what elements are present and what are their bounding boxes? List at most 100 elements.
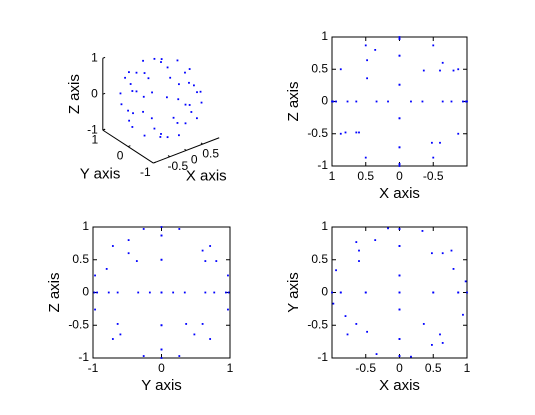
point (398, 274, 401, 277)
z-tick-label: 0 (91, 86, 98, 100)
x-tick (184, 148, 187, 151)
y-tick-label: 0 (321, 94, 328, 108)
x-tick (200, 142, 203, 145)
point (96, 291, 99, 294)
point (398, 291, 401, 294)
y-tick-label: -0.5 (307, 317, 328, 331)
point (439, 333, 441, 336)
z-tick (102, 92, 106, 95)
point (213, 291, 216, 294)
point (178, 355, 181, 357)
point (119, 92, 122, 95)
point (188, 104, 191, 106)
x-tick-label: 0 (158, 361, 165, 375)
point (457, 68, 460, 71)
point (410, 355, 412, 358)
point (94, 308, 96, 311)
point (185, 323, 188, 325)
point (160, 133, 162, 135)
point (166, 66, 169, 69)
point (358, 260, 360, 262)
point (142, 355, 145, 357)
x-tick-label: 0 (396, 361, 403, 375)
point (131, 90, 134, 92)
point (398, 36, 401, 38)
x-tick (167, 155, 171, 158)
point (184, 122, 187, 125)
point (432, 291, 435, 294)
point (464, 100, 467, 103)
point (441, 61, 444, 64)
point (432, 44, 435, 47)
point (124, 76, 126, 79)
point (398, 38, 401, 40)
point (358, 131, 360, 134)
point (422, 69, 425, 72)
point (160, 58, 163, 60)
y-tick-label: 0 (82, 285, 89, 299)
point (432, 156, 435, 159)
point (153, 57, 156, 60)
point (450, 100, 453, 103)
point (188, 81, 190, 84)
x-tick-label: 0.5 (357, 169, 374, 183)
x-tick-label: 0 (396, 169, 403, 183)
y-tick-label: 1 (82, 219, 89, 233)
point (160, 234, 163, 237)
y-axis (102, 129, 154, 164)
point (177, 98, 180, 101)
point (111, 338, 114, 340)
x-tick-label: 1 (329, 169, 336, 183)
point (462, 313, 464, 316)
point (224, 291, 227, 294)
point (366, 77, 368, 80)
point (116, 323, 119, 325)
point (127, 239, 130, 241)
y-tick (127, 145, 131, 148)
point (116, 291, 119, 294)
z-tick-label: -1 (87, 122, 98, 136)
point (142, 59, 144, 62)
point (431, 141, 433, 144)
point (160, 324, 163, 327)
z-tick (102, 56, 106, 59)
y-axis-label: Z axis (46, 272, 63, 312)
point (166, 136, 169, 139)
point (441, 342, 444, 344)
point (204, 260, 207, 262)
point (452, 69, 455, 72)
point (364, 44, 367, 47)
point (215, 260, 218, 262)
point (199, 90, 202, 93)
point (142, 95, 145, 98)
point (209, 338, 212, 340)
point (441, 100, 444, 103)
point (200, 101, 203, 104)
point (331, 100, 333, 103)
point (193, 84, 195, 87)
x-axis-label: X axis (186, 167, 227, 184)
point (128, 71, 130, 74)
point (188, 68, 191, 70)
y-tick-label: 1 (91, 132, 98, 146)
point (335, 269, 337, 272)
point (332, 302, 335, 305)
point (107, 291, 110, 294)
point (387, 100, 389, 103)
y-tick-label: -1 (140, 165, 151, 179)
point (398, 146, 401, 149)
point (346, 333, 349, 336)
x-tick-label: 0.5 (202, 146, 219, 160)
point (160, 291, 163, 294)
point (421, 100, 424, 103)
point (172, 116, 175, 119)
point (398, 54, 401, 57)
point (398, 117, 401, 120)
point (131, 126, 134, 128)
point (346, 100, 349, 103)
y-tick-label: 0.5 (72, 252, 89, 266)
point (120, 103, 123, 106)
point (387, 227, 389, 230)
point (466, 291, 468, 294)
